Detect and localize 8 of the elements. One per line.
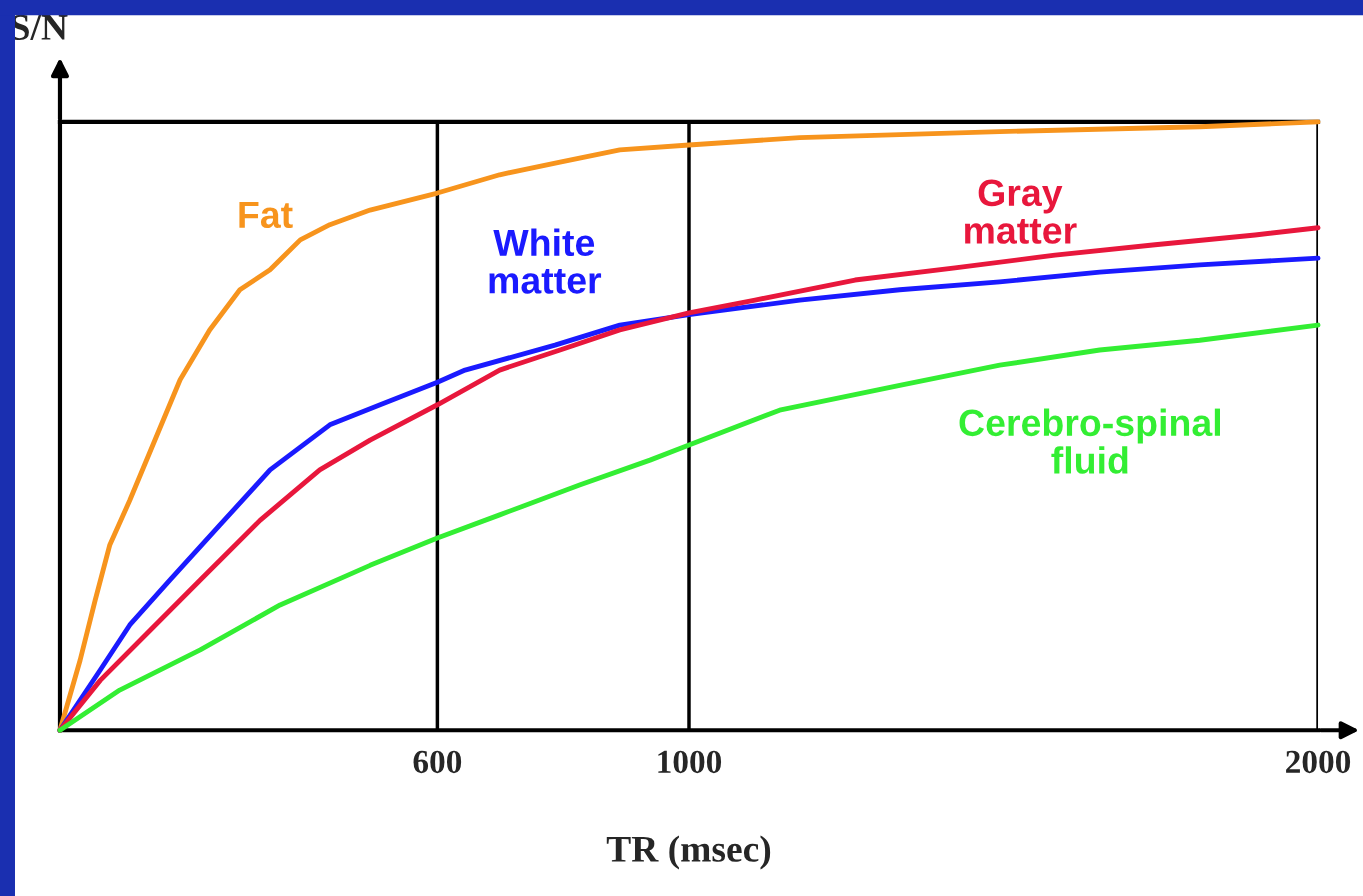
x-axis-title: TR (msec) bbox=[606, 835, 771, 870]
series-label: Cerebro-spinal fluid bbox=[959, 408, 1220, 474]
series-label: White matter bbox=[489, 228, 602, 294]
x-tick-label: 1000 bbox=[658, 750, 722, 774]
x-tick-label: 600 bbox=[413, 750, 462, 774]
series-label: Gray matter bbox=[965, 179, 1077, 244]
x-tick-label: 2000 bbox=[1286, 750, 1351, 774]
series-label: Fat bbox=[239, 201, 293, 229]
